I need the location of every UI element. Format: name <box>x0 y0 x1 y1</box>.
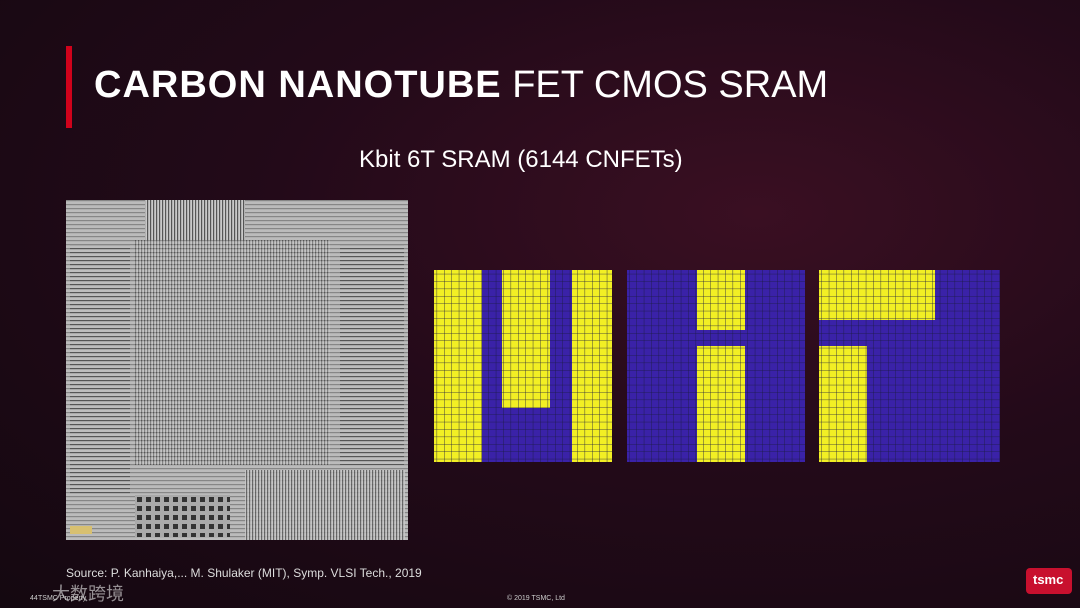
title: CARBON NANOTUBE FET CMOS SRAM <box>94 64 828 107</box>
title-bold: CARBON NANOTUBE <box>94 64 502 106</box>
sram-bitmap-m <box>434 270 612 462</box>
footer-left: TSMC Property <box>38 595 87 602</box>
subtitle: Kbit 6T SRAM (6144 CNFETs) <box>359 146 683 173</box>
sram-bitmap-t <box>819 270 1000 462</box>
source: Source: P. Kanhaiya,... M. Shulaker (MIT… <box>66 566 422 580</box>
footer-center: © 2019 TSMC, Ltd <box>507 595 565 602</box>
accent-bar <box>66 46 72 128</box>
title-rest: FET CMOS SRAM <box>512 64 829 106</box>
sram-bitmap-i <box>627 270 805 462</box>
watermark: 大数跨境 <box>52 584 124 604</box>
logo-text: tsmc <box>1033 572 1064 587</box>
chip-micrograph <box>66 200 408 540</box>
page-number: 44 <box>30 595 38 602</box>
tsmc-logo <box>1026 568 1072 594</box>
